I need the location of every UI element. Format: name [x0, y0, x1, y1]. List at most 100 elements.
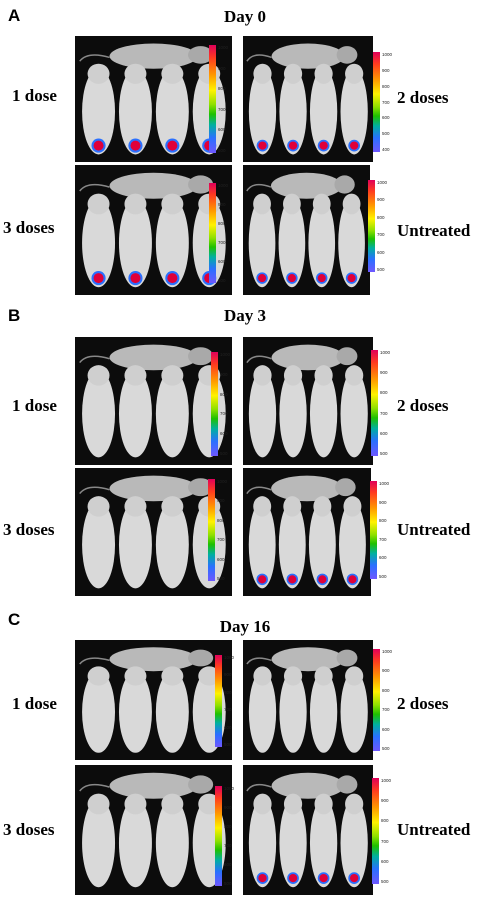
group-label: 2 doses: [397, 88, 449, 107]
mouse-head: [87, 193, 110, 215]
signal-spot: [130, 273, 141, 284]
mice-illustration: [79, 43, 226, 155]
mouse-head: [314, 666, 333, 686]
scale-tick-label: 1000: [224, 655, 235, 660]
day-title-c: Day 16: [219, 617, 271, 636]
mouse-head: [124, 793, 147, 815]
mouse-body: [271, 344, 345, 371]
mouse-body: [109, 344, 198, 371]
mouse-body: [279, 68, 307, 155]
panel-letter-b: B: [8, 306, 21, 325]
signal-spot: [288, 141, 298, 150]
mouse-head: [87, 793, 110, 815]
mouse-body: [118, 198, 152, 288]
scale-tick-label: 600: [224, 724, 232, 730]
mouse-tail: [246, 657, 272, 665]
scale-tick-label: 500: [381, 879, 389, 884]
mouse-head: [345, 63, 364, 84]
panel-letter-c: C: [8, 610, 21, 629]
scale-gradient: [209, 45, 216, 153]
mouse-head: [283, 666, 303, 686]
mice-illustration: [79, 344, 226, 458]
mouse-body: [155, 68, 189, 155]
mouse-head: [161, 666, 184, 686]
mouse-head: [334, 175, 355, 194]
mouse-head: [188, 46, 214, 64]
group-label: Untreated: [397, 221, 471, 240]
mouse-head: [253, 63, 272, 84]
scale-tick-label: 700: [380, 410, 388, 416]
scale-gradient: [368, 180, 375, 272]
intensity-scale-bar: 1000 900 800 700 600 500: [370, 481, 394, 579]
scale-tick-label: 800: [377, 214, 385, 220]
scale-tick-label: 900: [224, 672, 232, 678]
scale-tick-label: 500: [377, 267, 385, 272]
mouse-tail: [246, 355, 272, 364]
intensity-scale-bar: 1000 900 800 700 600 500: [373, 649, 397, 751]
mouse-body: [118, 671, 152, 753]
scale-tick-label: 700: [218, 240, 226, 245]
scale-tick-label: 1000: [382, 52, 393, 57]
group-label: 1 dose: [12, 694, 57, 713]
day-title-b: Day 3: [223, 306, 267, 325]
mouse-head: [198, 666, 221, 686]
scale-tick-label: 800: [224, 824, 232, 829]
signal-spot: [257, 274, 267, 283]
mouse-body: [339, 501, 366, 589]
group-label: 3 doses: [3, 820, 55, 839]
signal-spot: [349, 141, 359, 150]
mouse-body: [248, 68, 277, 155]
mouse-body: [82, 671, 116, 753]
mouse-head: [188, 775, 214, 794]
scale-tick-label: 1000: [218, 45, 229, 50]
scale-tick-label: 700: [382, 99, 390, 105]
mouse-tail: [246, 54, 272, 62]
mice-illustration: [79, 772, 226, 888]
mouse-body: [271, 647, 345, 672]
group-label: Untreated: [397, 820, 471, 839]
scale-tick-label: 1000: [379, 481, 390, 486]
mouse-head: [87, 666, 110, 686]
mouse-body: [308, 501, 336, 589]
scale-tick-label: 700: [382, 707, 390, 713]
scale-gradient: [370, 481, 377, 579]
intensity-scale-bar: 1000 900 800 700 600 500 400: [373, 52, 397, 152]
mouse-body: [109, 772, 198, 799]
scale-tick-label: 1000: [382, 649, 393, 654]
mice-illustration: [246, 647, 368, 753]
mouse-head: [253, 496, 272, 517]
mouse-head: [314, 63, 333, 84]
mouse-head: [161, 793, 184, 815]
mouse-body: [340, 68, 368, 155]
mouse-body: [109, 43, 198, 69]
mouse-head: [188, 347, 214, 366]
mouse-tail: [246, 486, 272, 495]
signal-spot: [288, 873, 298, 883]
mouse-tail: [246, 783, 272, 792]
intensity-scale-bar: 1000 900 800 700 600 500: [208, 479, 232, 581]
scale-tick-label: 800: [224, 689, 232, 695]
scale-tick-label: 600: [224, 862, 232, 867]
mouse-head: [124, 193, 147, 215]
mouse-body: [278, 501, 306, 589]
mouse-body: [82, 370, 116, 458]
mouse-head: [87, 365, 110, 386]
mice-photo: [243, 165, 370, 295]
group-label: 3 doses: [3, 520, 55, 539]
mice-photo: [243, 765, 373, 895]
scale-gradient: [211, 352, 218, 456]
day-title-a: Day 0: [223, 7, 267, 26]
mouse-head: [161, 365, 184, 386]
scale-tick-label: 800: [220, 391, 228, 397]
mouse-head: [314, 793, 333, 815]
mice-illustration: [246, 475, 366, 589]
mouse-body: [109, 647, 198, 672]
mouse-head: [87, 496, 110, 517]
mouse-head: [124, 496, 147, 517]
scale-tick-label: 1000: [381, 778, 392, 783]
group-label: 1 dose: [12, 86, 57, 105]
group-label: 2 doses: [397, 396, 449, 415]
scale-tick-label: 700: [377, 232, 385, 238]
mouse-head: [283, 365, 303, 386]
mouse-body: [270, 172, 343, 199]
